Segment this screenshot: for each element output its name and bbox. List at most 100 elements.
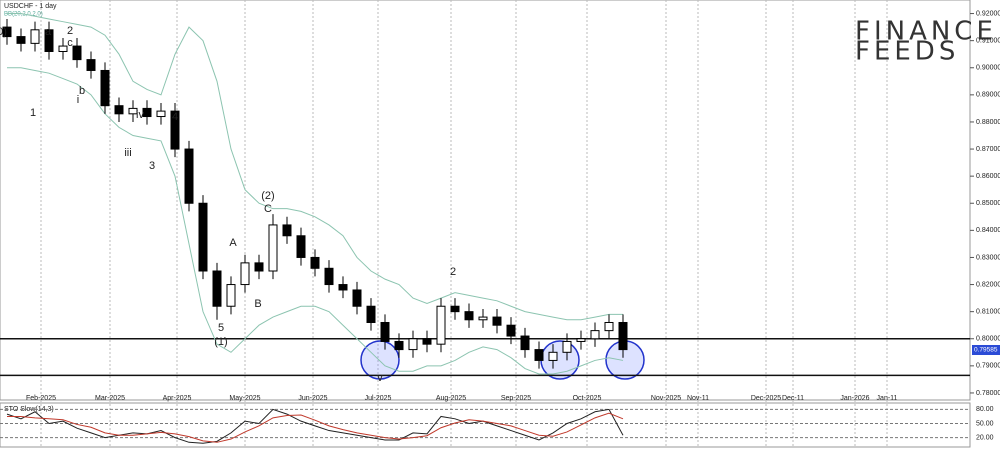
candle-body bbox=[366, 305, 376, 323]
candle-body bbox=[394, 340, 404, 351]
x-tick-label: Dec-2025 bbox=[751, 395, 781, 402]
x-tick-label: Jan-11 bbox=[877, 395, 898, 402]
y-tick-label: 0.90000 bbox=[976, 65, 1000, 72]
last-price-label: 0.79585 bbox=[974, 347, 998, 354]
stochastic-line bbox=[6, 408, 624, 444]
candle-body bbox=[590, 330, 600, 340]
y-tick-label: 0.84000 bbox=[976, 227, 1000, 234]
candle-body bbox=[436, 305, 446, 345]
indicator-label: BB(20,2,0,2.0) bbox=[4, 12, 43, 18]
candle-body bbox=[422, 338, 432, 345]
x-tick-label: Jan-2026 bbox=[840, 395, 869, 402]
wave-label: (1) bbox=[214, 336, 227, 348]
candle-body bbox=[576, 338, 586, 342]
y-tick-label: 0.92000 bbox=[976, 10, 1000, 17]
y-tick-label: 0.79000 bbox=[976, 363, 1000, 370]
candle-body bbox=[58, 45, 68, 52]
candle-body bbox=[212, 270, 222, 307]
y-tick-label: 0.81000 bbox=[976, 308, 1000, 315]
candle-body bbox=[198, 202, 208, 272]
wave-label: 5 bbox=[218, 322, 224, 334]
bollinger-band bbox=[7, 67, 624, 375]
candle-body bbox=[324, 267, 334, 286]
wave-label: 3 bbox=[149, 160, 155, 172]
candle-body bbox=[506, 324, 516, 337]
y-tick-label: 0.80000 bbox=[976, 336, 1000, 343]
candle-body bbox=[100, 69, 110, 107]
candle-body bbox=[548, 351, 558, 361]
wave-label: C bbox=[264, 203, 272, 215]
candle-body bbox=[478, 316, 488, 321]
x-tick-label: Nov-2025 bbox=[651, 395, 681, 402]
y-tick-label: 0.82000 bbox=[976, 281, 1000, 288]
candle-body bbox=[16, 36, 26, 44]
x-tick-label: Nov-11 bbox=[687, 395, 709, 402]
candle-body bbox=[156, 110, 166, 118]
wave-label: (2) bbox=[261, 190, 274, 202]
wave-label: 0) bbox=[0, 26, 7, 38]
candle-body bbox=[408, 338, 418, 351]
y-tick-label: 0.91000 bbox=[976, 37, 1000, 44]
candle-body bbox=[142, 107, 152, 118]
candle-body bbox=[170, 110, 180, 150]
candle-body bbox=[562, 340, 572, 353]
candle-body bbox=[352, 289, 362, 307]
wave-label: c bbox=[67, 37, 73, 49]
bollinger-band bbox=[7, 13, 623, 321]
candle-body bbox=[226, 284, 236, 307]
candle-body bbox=[128, 107, 138, 115]
candle-body bbox=[492, 316, 502, 326]
x-tick-label: May-2025 bbox=[229, 395, 260, 402]
logo-top: FINANCE bbox=[855, 17, 997, 47]
candle-body bbox=[2, 26, 12, 38]
x-tick-label: Mar-2025 bbox=[95, 395, 125, 402]
x-tick-label: Jul-2025 bbox=[365, 395, 392, 402]
wave-label: iii bbox=[124, 147, 131, 159]
wave-label: 4 bbox=[172, 111, 178, 123]
price-panel bbox=[0, 0, 971, 401]
x-tick-label: Feb-2025 bbox=[26, 395, 56, 402]
candle-body bbox=[338, 284, 348, 291]
x-tick-label: Sep-2025 bbox=[501, 395, 531, 402]
candle-body bbox=[30, 29, 40, 44]
candle-body bbox=[464, 311, 474, 321]
candle-body bbox=[44, 29, 54, 52]
candle-body bbox=[618, 321, 628, 351]
y-tick-label: 0.89000 bbox=[976, 92, 1000, 99]
wave-label: 1 bbox=[30, 107, 36, 119]
candle-body bbox=[520, 335, 530, 351]
y-tick-label: 0.87000 bbox=[976, 146, 1000, 153]
highlight-circle bbox=[360, 340, 400, 380]
x-tick-label: Oct-2025 bbox=[573, 395, 602, 402]
stochastic-tick-label: 20.00 bbox=[976, 434, 994, 441]
y-tick-label: 0.85000 bbox=[976, 200, 1000, 207]
candle-body bbox=[184, 148, 194, 204]
x-tick-label: Jun-2025 bbox=[298, 395, 327, 402]
candle-body bbox=[310, 256, 320, 269]
highlight-circle bbox=[540, 340, 580, 380]
candle-body bbox=[282, 224, 292, 237]
candle-body bbox=[114, 105, 124, 115]
y-tick-label: 0.83000 bbox=[976, 254, 1000, 261]
stochastic-tick-label: 80.00 bbox=[976, 406, 994, 413]
candle-body bbox=[534, 349, 544, 361]
candle-body bbox=[72, 45, 82, 61]
stochastic-panel bbox=[0, 402, 971, 448]
wave-label: a bbox=[45, 26, 52, 38]
stochastic-title: STO Slow(14,3) bbox=[4, 406, 54, 413]
candle-body bbox=[86, 59, 96, 71]
candle-body bbox=[268, 224, 278, 272]
wave-label: A bbox=[229, 237, 237, 249]
candle-body bbox=[380, 321, 390, 342]
last-price-box bbox=[972, 345, 1000, 355]
wave-label: 2 bbox=[67, 25, 73, 37]
x-tick-label: Aug-2025 bbox=[436, 395, 466, 402]
x-tick-label: Apr-2025 bbox=[163, 395, 192, 402]
candle-body bbox=[240, 262, 250, 286]
wave-label: 2 bbox=[450, 266, 456, 278]
candle-body bbox=[296, 235, 306, 258]
x-tick-label: Dec-11 bbox=[782, 395, 804, 402]
chart-title: USDCHF - 1 day bbox=[4, 3, 57, 10]
candle-body bbox=[450, 305, 460, 313]
